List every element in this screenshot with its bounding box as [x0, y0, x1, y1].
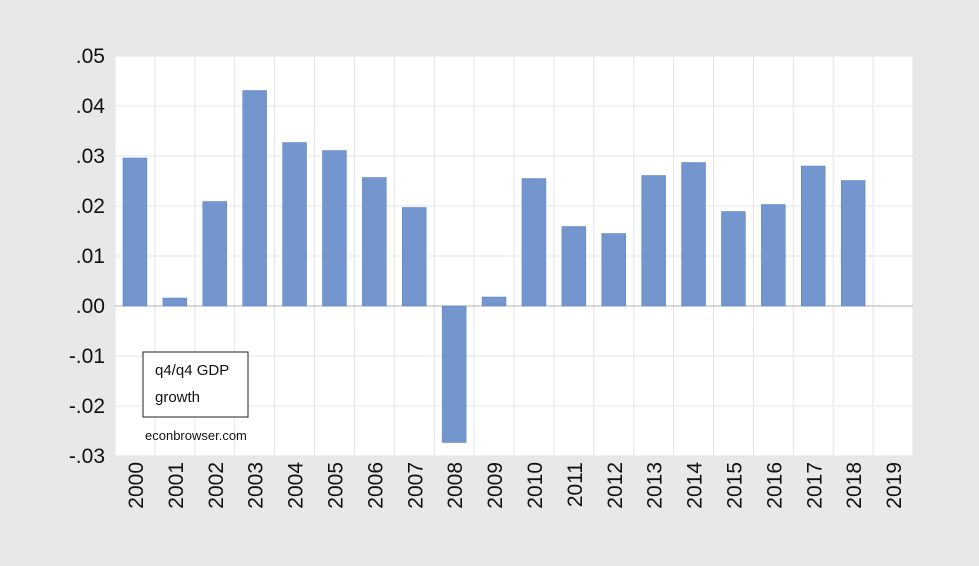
- y-tick-label: -.01: [69, 345, 105, 368]
- x-tick-label-2005: 2005: [324, 462, 347, 509]
- x-tick-label-2004: 2004: [285, 462, 308, 509]
- x-tick-label-2003: 2003: [245, 462, 268, 509]
- x-tick-label-2018: 2018: [843, 462, 866, 509]
- bar-2010: [521, 178, 547, 307]
- y-tick-label: .03: [76, 145, 105, 168]
- bar-2003: [242, 90, 267, 307]
- y-tick-label: .02: [76, 195, 105, 218]
- x-tick-label-2009: 2009: [484, 462, 507, 509]
- legend-line-1: q4/q4 GDP: [155, 362, 229, 379]
- x-tick-label-2000: 2000: [125, 462, 148, 509]
- bar-2011: [561, 226, 587, 307]
- bar-2008: [441, 305, 467, 443]
- bar-2002: [202, 201, 227, 307]
- bar-2015: [721, 211, 746, 307]
- x-tick-label-2001: 2001: [165, 462, 188, 509]
- bar-2018: [840, 180, 866, 307]
- bar-2005: [322, 150, 347, 307]
- bar-2007: [402, 207, 427, 307]
- x-tick-label-2008: 2008: [444, 462, 467, 509]
- bar-2004: [282, 142, 307, 307]
- x-tick-label-2017: 2017: [803, 462, 826, 509]
- y-tick-label: .01: [76, 245, 105, 268]
- y-tick-label: -.03: [69, 445, 105, 468]
- x-tick-labels: 2000 2001 2002 2003 2004 2005 2006 2007 2008 2009…: [125, 462, 906, 509]
- x-tick-label-2010: 2010: [524, 462, 547, 509]
- bar-2012: [601, 233, 626, 307]
- bar-2013: [641, 175, 666, 307]
- legend-frame: [142, 351, 249, 418]
- y-tick-labels: .05 .04 .03 .02 .01 .00 -.01 -.02 -.03: [69, 45, 105, 468]
- x-tick-label-2019: 2019: [883, 462, 906, 509]
- x-tick-label-2011: 2011: [564, 462, 587, 507]
- bar-2000: [122, 157, 148, 307]
- bars-group: [122, 90, 866, 443]
- legend-box: q4/q4 GDP growth: [142, 351, 249, 418]
- x-tick-label-2007: 2007: [404, 462, 427, 509]
- bar-2001: [162, 297, 188, 307]
- y-tick-label: .05: [76, 45, 105, 68]
- bar-2006: [362, 177, 387, 307]
- y-tick-label: .00: [76, 295, 105, 318]
- x-tick-label-2002: 2002: [205, 462, 228, 509]
- bar-2017: [801, 165, 826, 307]
- x-tick-label-2016: 2016: [763, 462, 786, 509]
- source-annotation: econbrowser.com: [145, 428, 247, 443]
- legend-line-2: growth: [155, 389, 200, 406]
- bar-2009: [481, 296, 507, 307]
- x-tick-label-2014: 2014: [684, 462, 707, 509]
- bar-2014: [681, 162, 706, 307]
- x-tick-label-2012: 2012: [604, 462, 627, 509]
- x-tick-label-2015: 2015: [723, 462, 746, 509]
- y-tick-label: .04: [76, 95, 106, 118]
- x-tick-label-2013: 2013: [644, 462, 667, 509]
- y-tick-label: -.02: [69, 395, 105, 418]
- x-tick-label-2006: 2006: [364, 462, 387, 509]
- bar-2016: [761, 204, 786, 307]
